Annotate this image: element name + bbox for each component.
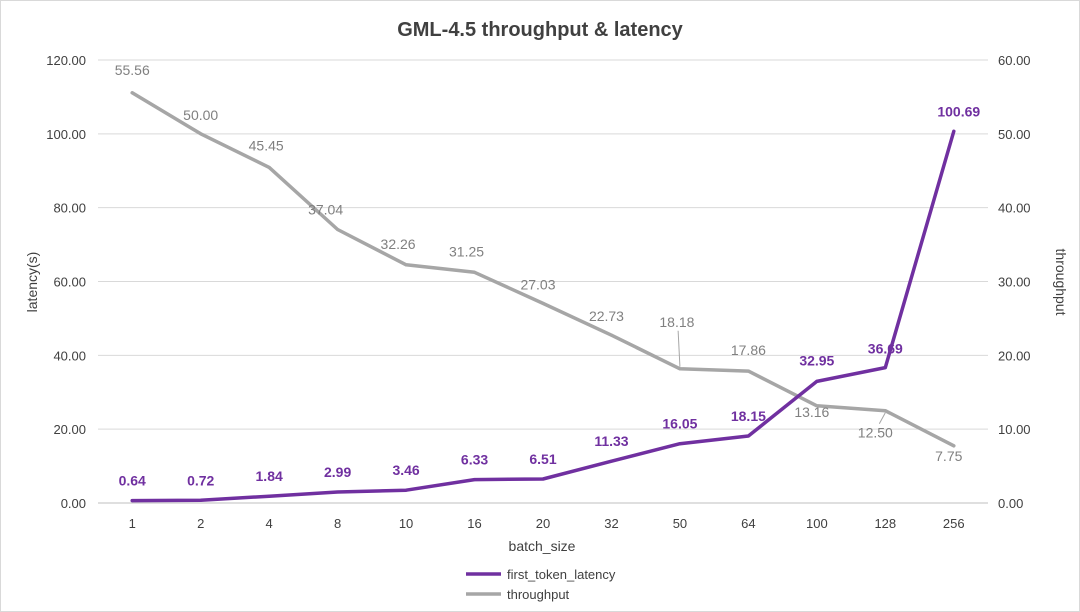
y-right-tick-label: 30.00 xyxy=(998,275,1031,290)
data-point-first_token_latency xyxy=(336,490,340,494)
leader-line xyxy=(677,330,681,367)
data-point-first_token_latency xyxy=(267,494,271,498)
data-label-first-token-latency: 0.72 xyxy=(187,472,214,488)
x-tick-label: 256 xyxy=(943,516,965,531)
data-label-first-token-latency: 6.33 xyxy=(461,452,488,468)
data-label-first-token-latency: 18.15 xyxy=(731,408,766,424)
grid-lines xyxy=(98,59,988,504)
x-tick-label: 4 xyxy=(266,516,273,531)
y-right-tick-label: 0.00 xyxy=(998,496,1023,511)
data-label-first-token-latency: 32.95 xyxy=(799,352,834,368)
data-point-first_token_latency xyxy=(130,499,134,503)
data-point-throughput xyxy=(815,404,819,408)
data-label-throughput: 22.73 xyxy=(589,308,624,324)
data-label-throughput: 31.25 xyxy=(449,243,484,259)
y-left-tick-label: 0.00 xyxy=(61,496,86,511)
legend-label-throughput: throughput xyxy=(507,587,570,602)
x-tick-label: 128 xyxy=(874,516,896,531)
data-label-first-token-latency: 6.51 xyxy=(529,451,556,467)
y-right-tick-label: 50.00 xyxy=(998,127,1031,142)
data-label-first-token-latency: 2.99 xyxy=(324,464,351,480)
data-point-first_token_latency xyxy=(404,488,408,492)
data-point-throughput xyxy=(609,333,613,337)
data-point-first_token_latency xyxy=(609,459,613,463)
data-label-first-token-latency: 1.84 xyxy=(256,468,283,484)
data-label-throughput: 45.45 xyxy=(249,137,284,153)
data-label-throughput: 37.04 xyxy=(308,202,343,218)
x-tick-label: 10 xyxy=(399,516,413,531)
data-label-first-token-latency: 11.33 xyxy=(594,433,628,449)
x-tick-label: 2 xyxy=(197,516,204,531)
y-left-tick-label: 20.00 xyxy=(53,422,86,437)
y-left-tick-label: 60.00 xyxy=(53,275,86,290)
y-right-tick-label: 60.00 xyxy=(998,53,1031,68)
data-point-throughput xyxy=(883,409,887,413)
data-point-first_token_latency xyxy=(883,366,887,370)
data-label-first-token-latency: 3.46 xyxy=(392,462,419,478)
legend: first_token_latency throughput xyxy=(466,567,616,602)
y-left-tick-label: 100.00 xyxy=(46,127,86,142)
data-label-throughput: 32.26 xyxy=(381,236,416,252)
data-label-throughput: 17.86 xyxy=(731,342,766,358)
data-point-throughput xyxy=(678,367,682,371)
data-label-first-token-latency: 100.69 xyxy=(937,103,980,119)
x-tick-label: 20 xyxy=(536,516,550,531)
x-tick-label: 16 xyxy=(467,516,481,531)
data-point-throughput xyxy=(199,132,203,136)
series-lines xyxy=(130,91,956,503)
data-label-throughput: 55.56 xyxy=(115,62,150,78)
data-point-throughput xyxy=(404,263,408,267)
data-point-throughput xyxy=(952,444,956,448)
legend-label-first_token_latency: first_token_latency xyxy=(507,567,616,582)
x-tick-label: 50 xyxy=(673,516,687,531)
data-point-throughput xyxy=(336,228,340,232)
y-axis-right-label: throughput xyxy=(1053,249,1069,316)
chart-title: GML-4.5 throughput & latency xyxy=(397,19,683,41)
leader-line xyxy=(878,412,886,424)
y-left-tick-label: 80.00 xyxy=(53,201,86,216)
x-tick-label: 1 xyxy=(129,516,136,531)
data-point-throughput xyxy=(541,301,545,305)
data-label-throughput: 13.16 xyxy=(794,404,829,420)
data-label-first-token-latency: 0.64 xyxy=(119,473,146,489)
data-point-first_token_latency xyxy=(678,442,682,446)
y-right-tick-label: 20.00 xyxy=(998,348,1031,363)
data-label-first-token-latency: 16.05 xyxy=(662,416,697,432)
data-label-throughput: 18.18 xyxy=(659,314,694,330)
data-point-first_token_latency xyxy=(815,379,819,383)
data-point-throughput xyxy=(746,369,750,373)
data-point-first_token_latency xyxy=(952,129,956,133)
data-point-first_token_latency xyxy=(473,478,477,482)
data-label-throughput: 7.75 xyxy=(935,448,962,464)
series-line-first_token_latency xyxy=(130,129,956,503)
data-label-first-token-latency: 36.69 xyxy=(868,341,903,357)
data-labels: 55.56 50.00 45.45 37.04 32.26 31.25 27.03 22.73… xyxy=(115,62,981,489)
x-tick-label: 100 xyxy=(806,516,828,531)
y-right-tick-label: 40.00 xyxy=(998,201,1031,216)
x-tick-label: 64 xyxy=(741,516,755,531)
y-left-tick-label: 120.00 xyxy=(46,53,86,68)
y-right-tick-label: 10.00 xyxy=(998,422,1031,437)
data-point-throughput xyxy=(130,91,134,95)
x-tick-label: 8 xyxy=(334,516,341,531)
data-label-throughput: 12.50 xyxy=(858,425,893,441)
data-label-throughput: 27.03 xyxy=(520,276,555,292)
data-point-first_token_latency xyxy=(746,434,750,438)
x-axis-label: batch_size xyxy=(509,538,576,554)
data-point-throughput xyxy=(267,165,271,169)
x-tick-label: 32 xyxy=(604,516,618,531)
data-label-throughput: 50.00 xyxy=(183,107,218,123)
y-axis-left-label: latency(s) xyxy=(24,252,40,313)
data-point-first_token_latency xyxy=(199,498,203,502)
y-left-tick-label: 40.00 xyxy=(53,348,86,363)
data-point-throughput xyxy=(473,270,477,274)
data-point-first_token_latency xyxy=(541,477,545,481)
